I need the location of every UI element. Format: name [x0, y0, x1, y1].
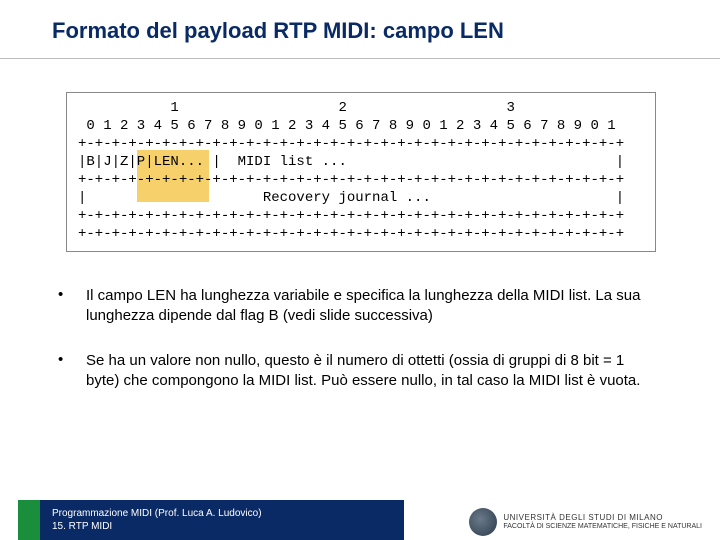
bullet-item: • Il campo LEN ha lunghezza variabile e … — [58, 286, 658, 327]
logo-faculty: FACOLTÀ DI SCIENZE MATEMATICHE, FISICHE … — [503, 523, 702, 531]
ruler-units: 0 1 2 3 4 5 6 7 8 9 0 1 2 3 4 5 6 7 8 9 … — [78, 118, 616, 134]
ruler-tens: 1 2 3 — [78, 100, 515, 116]
logo-text: UNIVERSITÀ DEGLI STUDI DI MILANO FACOLTÀ… — [503, 514, 702, 530]
title-divider — [0, 58, 720, 59]
bullet-marker: • — [58, 286, 86, 327]
bullet-marker: • — [58, 351, 86, 392]
logo-seal-icon — [469, 508, 497, 536]
university-logo: UNIVERSITÀ DEGLI STUDI DI MILANO FACOLTÀ… — [469, 508, 702, 536]
slide-title: Formato del payload RTP MIDI: campo LEN — [52, 18, 504, 44]
logo-university: UNIVERSITÀ DEGLI STUDI DI MILANO — [503, 514, 702, 523]
footer-line1: Programmazione MIDI (Prof. Luca A. Ludov… — [52, 507, 392, 520]
bullet-text: Se ha un valore non nullo, questo è il n… — [86, 351, 658, 392]
bullet-text: Il campo LEN ha lunghezza variabile e sp… — [86, 286, 658, 327]
row-recovery: | Recovery journal ... | — [78, 190, 624, 206]
bullet-item: • Se ha un valore non nullo, questo è il… — [58, 351, 658, 392]
border-mid2: +-+-+-+-+-+-+-+-+-+-+-+-+-+-+-+-+-+-+-+-… — [78, 208, 624, 224]
border-bottom: +-+-+-+-+-+-+-+-+-+-+-+-+-+-+-+-+-+-+-+-… — [78, 226, 624, 242]
footer-accent — [18, 500, 40, 540]
footer-info: Programmazione MIDI (Prof. Luca A. Ludov… — [40, 500, 404, 540]
slide-footer: Programmazione MIDI (Prof. Luca A. Ludov… — [0, 500, 720, 540]
bullet-list: • Il campo LEN ha lunghezza variabile e … — [58, 286, 658, 415]
row-header-midi: |B|J|Z|P|LEN... | MIDI list ... | — [78, 154, 624, 170]
border-mid1: +-+-+-+-+-+-+-+-+-+-+-+-+-+-+-+-+-+-+-+-… — [78, 172, 624, 188]
border-top: +-+-+-+-+-+-+-+-+-+-+-+-+-+-+-+-+-+-+-+-… — [78, 136, 624, 152]
footer-line2: 15. RTP MIDI — [52, 520, 392, 533]
